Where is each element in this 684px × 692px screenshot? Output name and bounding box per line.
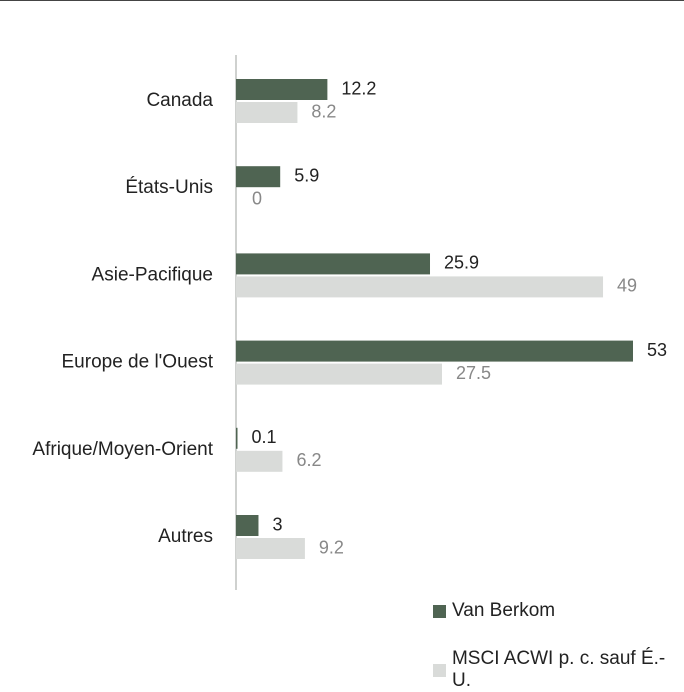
data-label-van-berkom-afrique-moyen-orient: 0.1 [252, 427, 277, 447]
data-label-msci-afrique-moyen-orient: 6.2 [296, 450, 321, 470]
legend-label-msci: MSCI ACWI p. c. sauf É.-U. [451, 648, 666, 691]
bar-van-berkom-etats-unis [236, 166, 281, 188]
data-label-msci-asie-pacifique: 49 [617, 276, 637, 296]
bar-msci-autres [236, 538, 305, 559]
data-label-msci-canada: 8.2 [311, 101, 336, 121]
category-label-europe-de-l-ouest: Europe de l'Ouest [62, 352, 214, 373]
bar-van-berkom-afrique-moyen-orient [236, 427, 238, 449]
legend-swatch-van-berkom [433, 604, 446, 618]
data-label-msci-etats-unis: 0 [252, 188, 262, 208]
bar-msci-europe-de-l-ouest [236, 363, 442, 385]
bar-chart: Canada 12.28.2 États-Unis 5.9 0 Asie-Pacifiqu… [32, 55, 667, 590]
bar-msci-asie-pacifique [236, 276, 604, 298]
bar-van-berkom-autres [236, 515, 259, 536]
data-label-van-berkom-autres: 3 [272, 514, 282, 534]
legend-label-van-berkom: Van Berkom [452, 600, 556, 621]
data-label-van-berkom-asie-pacifique: 25.9 [444, 253, 479, 273]
bar-msci-canada [236, 102, 298, 123]
category-label-canada: Canada [146, 90, 213, 111]
data-label-van-berkom-canada: 12.2 [341, 78, 376, 98]
category-label-afrique-moyen-orient: Afrique/Moyen-Orient [32, 439, 213, 460]
legend-item-van-berkom: Van Berkom [433, 600, 555, 622]
bar-van-berkom-asie-pacifique [236, 253, 431, 275]
data-label-van-berkom-europe-de-l-ouest: 53 [647, 340, 667, 360]
bar-van-berkom-canada [236, 79, 328, 100]
data-label-msci-autres: 9.2 [319, 537, 344, 557]
legend-swatch-msci [433, 663, 446, 677]
bar-msci-afrique-moyen-orient [236, 450, 283, 472]
legend-item-msci: MSCI ACWI p. c. sauf É.-U. [433, 648, 684, 692]
data-label-msci-europe-de-l-ouest: 27.5 [456, 363, 491, 383]
category-label-autres: Autres [158, 526, 213, 547]
top-rule [0, 0, 684, 1]
category-label-asie-pacifique: Asie-Pacifique [92, 264, 213, 285]
bar-van-berkom-europe-de-l-ouest [236, 340, 633, 362]
category-label-etats-unis: États-Unis [125, 177, 213, 198]
data-label-van-berkom-etats-unis: 5.9 [294, 165, 319, 185]
